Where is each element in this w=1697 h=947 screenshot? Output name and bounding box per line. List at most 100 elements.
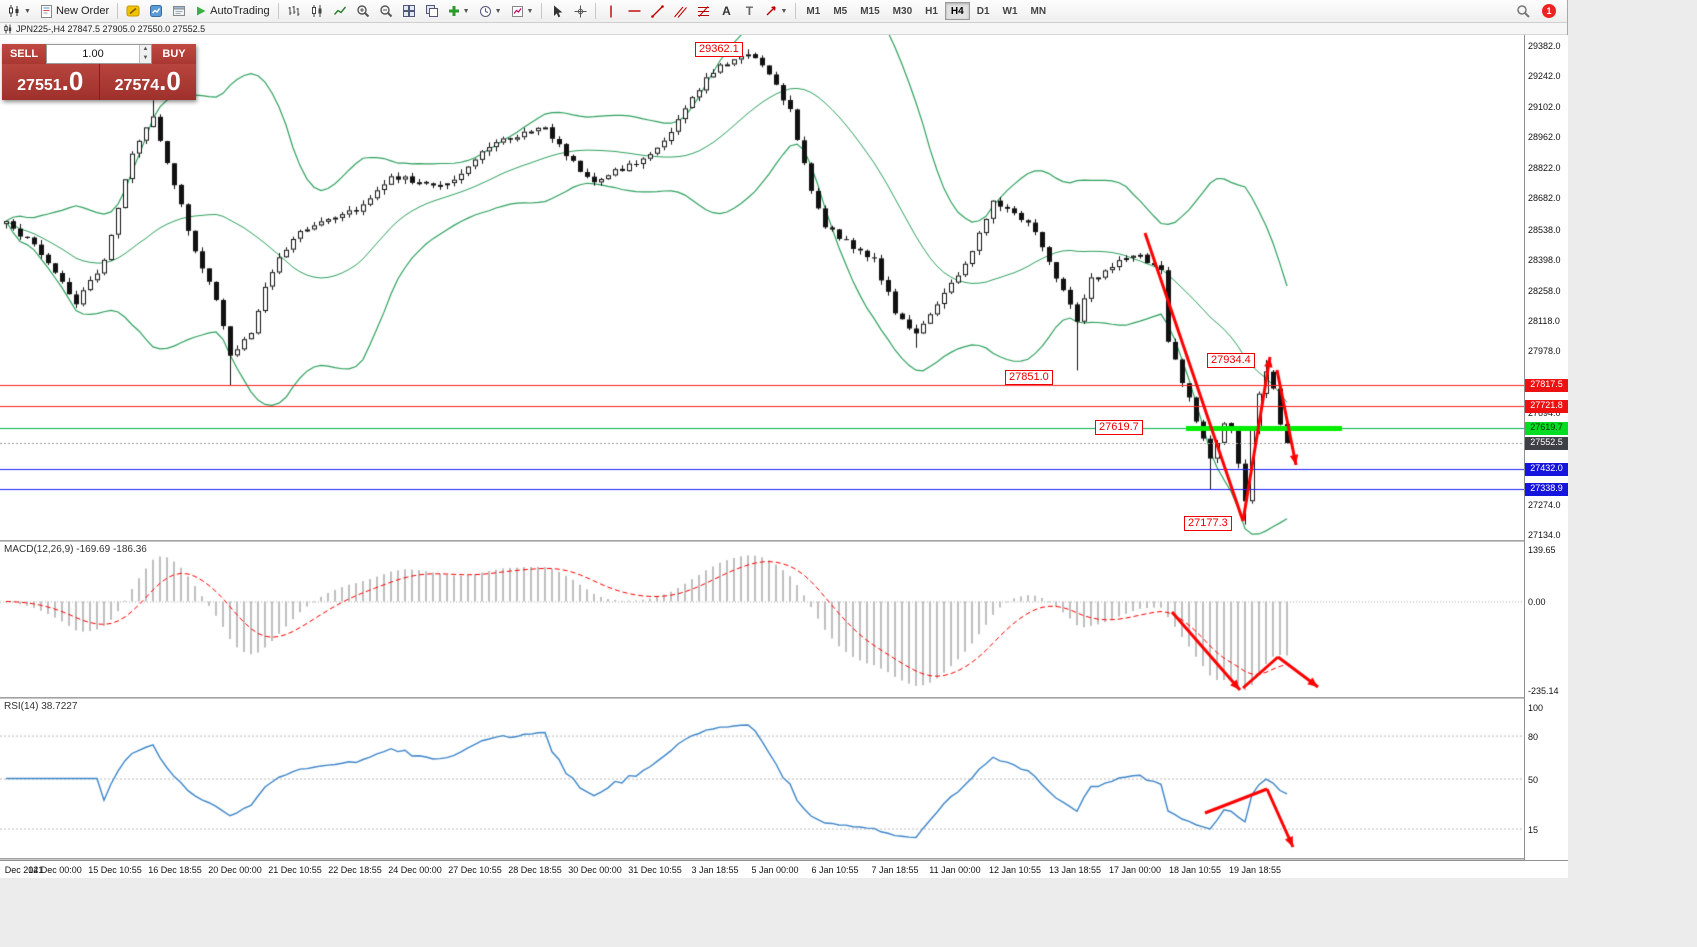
metaeditor-button[interactable]	[122, 1, 144, 21]
cursor-button[interactable]	[546, 1, 568, 21]
channel-button[interactable]	[669, 1, 691, 21]
new-order-button[interactable]: New Order	[36, 1, 113, 21]
tile-windows-button[interactable]	[398, 1, 420, 21]
timeframe-h4-button[interactable]: H4	[944, 2, 970, 20]
rsi-scale-label: 15	[1528, 824, 1539, 835]
time-axis-label: 24 Dec 00:00	[388, 865, 442, 875]
price-tick-label: 29242.0	[1528, 71, 1561, 82]
text-button[interactable]: A	[715, 1, 737, 21]
price-annotation[interactable]: 27934.4	[1207, 353, 1255, 368]
crosshair-button[interactable]	[569, 1, 591, 21]
chevron-down-icon: ▼	[780, 7, 788, 15]
timeframe-m15-button[interactable]: M15	[854, 2, 885, 20]
timeframe-w1-button[interactable]: W1	[997, 2, 1024, 20]
cascade-windows-button[interactable]	[421, 1, 443, 21]
chevron-down-icon: ▼	[526, 7, 534, 15]
rsi-scale-label: 50	[1528, 774, 1539, 785]
time-axis-label: 31 Dec 10:55	[628, 865, 682, 875]
periods-button[interactable]: ▼	[475, 1, 506, 21]
text-icon: A	[722, 4, 731, 18]
macd-panel-canvas[interactable]	[0, 542, 1524, 697]
notifications-button[interactable]: 1	[1538, 1, 1560, 21]
timeframe-h1-button[interactable]: H1	[919, 2, 944, 20]
panel-separator[interactable]	[0, 697, 1568, 699]
chevron-down-icon: ▼	[24, 7, 31, 15]
text-label-button[interactable]: T	[738, 1, 760, 21]
sell-label[interactable]: SELL	[2, 44, 46, 64]
price-tick-label: 29102.0	[1528, 101, 1561, 112]
autotrading-label: AutoTrading	[210, 5, 270, 17]
templates-icon	[511, 5, 523, 17]
macd-scale-label: 139.65	[1528, 544, 1556, 555]
volume-input[interactable]: 1.00 ▲ ▼	[46, 44, 152, 64]
horizontal-line-button[interactable]	[623, 1, 645, 21]
trendline-button[interactable]	[646, 1, 668, 21]
toolbar-separator	[541, 3, 543, 19]
zoom-in-button[interactable]	[352, 1, 374, 21]
price-annotation[interactable]: 27177.3	[1184, 516, 1232, 531]
bar-chart-button[interactable]	[283, 1, 305, 21]
panel-separator[interactable]	[0, 540, 1568, 542]
tile-windows-icon	[402, 5, 415, 17]
annotation-layer: 29362.1 27851.0 27934.4 27619.7 27177.3	[0, 35, 1524, 540]
candlestick-chart-button[interactable]	[306, 1, 328, 21]
price-tick-label: 27978.0	[1528, 346, 1561, 357]
time-axis-label: 12 Jan 10:55	[988, 865, 1042, 875]
price-axis: 29382.0 29242.0 29102.0 28962.0 28822.0 28682…	[1524, 35, 1568, 860]
strategy-tester-icon	[150, 5, 163, 17]
price-annotation[interactable]: 27851.0	[1005, 370, 1053, 385]
chart-title: JPN225-,H4 27847.5 27905.0 27550.0 27552…	[16, 23, 206, 34]
buy-price-main: 27574	[114, 77, 160, 94]
volume-value: 1.00	[82, 48, 104, 60]
line-chart-icon	[333, 6, 346, 15]
arrows-tool-icon	[766, 6, 777, 16]
main-toolbar: ▼ New Order AutoTrading	[0, 0, 1567, 23]
time-axis-label: 6 Jan 10:55	[811, 865, 859, 875]
candlestick-chart-icon	[311, 5, 322, 17]
panel-separator[interactable]	[0, 858, 1568, 860]
arrows-tool-button[interactable]: ▼	[761, 1, 791, 21]
time-axis-label: 17 Jan 00:00	[1108, 865, 1162, 875]
time-axis-label: 14 Dec 00:00	[28, 865, 82, 875]
rsi-panel-canvas[interactable]	[0, 699, 1524, 858]
strategy-tester-button[interactable]	[145, 1, 167, 21]
chart-area: MACD(12,26,9) -169.69 -186.36 RSI(14) 38…	[0, 35, 1568, 878]
zoom-out-button[interactable]	[375, 1, 397, 21]
vertical-line-button[interactable]	[600, 1, 622, 21]
bar-chart-icon	[288, 6, 300, 16]
sell-button[interactable]: 27551.0	[2, 64, 100, 100]
search-button[interactable]	[1512, 1, 1534, 21]
channel-icon	[674, 6, 687, 18]
fibonacci-icon	[697, 5, 709, 17]
time-axis-label: 15 Dec 10:55	[88, 865, 142, 875]
timeframe-mn-button[interactable]: MN	[1025, 2, 1053, 20]
terminal-button[interactable]	[168, 1, 190, 21]
price-annotation[interactable]: 27619.7	[1095, 420, 1143, 435]
metaeditor-icon	[126, 5, 140, 17]
toolbar-separator	[795, 3, 797, 19]
time-axis-label: 16 Dec 18:55	[148, 865, 202, 875]
fibonacci-button[interactable]	[692, 1, 714, 21]
line-chart-button[interactable]	[329, 1, 351, 21]
macd-scale-label: 0.00	[1528, 597, 1546, 608]
volume-down-button[interactable]: ▼	[140, 54, 151, 63]
rsi-scale-label: 80	[1528, 731, 1539, 742]
price-tick-label: 27134.0	[1528, 530, 1561, 541]
autotrading-button[interactable]: AutoTrading	[191, 1, 274, 21]
buy-button[interactable]: 27574.0	[99, 64, 196, 100]
new-chart-button[interactable]: ▼	[3, 1, 35, 21]
timeframe-m1-button[interactable]: M1	[800, 2, 826, 20]
templates-button[interactable]: ▼	[507, 1, 538, 21]
price-tick-label: 28258.0	[1528, 285, 1561, 296]
timeframe-d1-button[interactable]: D1	[971, 2, 996, 20]
volume-up-button[interactable]: ▲	[140, 45, 151, 54]
new-order-icon	[40, 4, 52, 18]
chevron-down-icon: ▼	[494, 7, 502, 15]
timeframe-m5-button[interactable]: M5	[827, 2, 853, 20]
sell-price-main: 27551	[17, 77, 62, 94]
buy-label[interactable]: BUY	[152, 44, 196, 64]
price-chart-canvas[interactable]	[0, 35, 1524, 540]
timeframe-m30-button[interactable]: M30	[887, 2, 918, 20]
price-annotation[interactable]: 29362.1	[695, 42, 743, 57]
indicators-button[interactable]: ▼	[444, 1, 474, 21]
